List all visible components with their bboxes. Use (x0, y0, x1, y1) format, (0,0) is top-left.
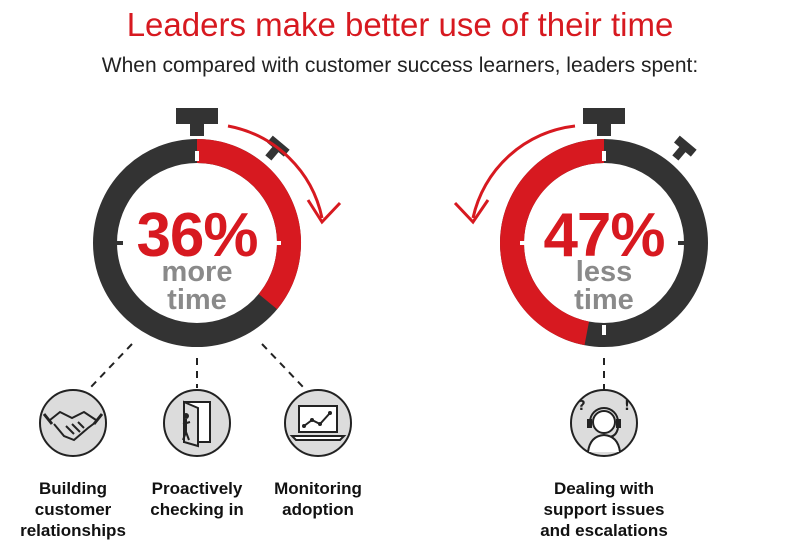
label-proactively-checking: Proactively checking in (137, 478, 257, 520)
left-word-time: time (167, 284, 227, 316)
right-ring-fill (500, 139, 605, 346)
label-building-line2: customer (34, 500, 112, 519)
right-stopwatch-button (583, 108, 625, 124)
label-checking-line1: Proactively (151, 479, 243, 498)
label-support-line1: Dealing with (553, 479, 655, 498)
label-monitoring-adoption: Monitoring adoption (258, 478, 378, 520)
label-building-line3: relationships (20, 521, 126, 540)
left-ring-fill (196, 139, 301, 310)
right-counterclockwise-arrow (471, 124, 576, 219)
right-stopwatch-stem (597, 122, 611, 136)
label-support-line2: support issues (543, 500, 665, 519)
laptop-chart-icon (284, 389, 352, 457)
door-icon (163, 389, 231, 457)
label-building-line1: Building (39, 479, 107, 498)
left-stopwatch-stem (190, 122, 204, 136)
right-percent: 47% (543, 201, 665, 270)
page-title: Leaders make better use of their time (126, 6, 674, 43)
support-agent-icon: ? ! (570, 389, 638, 457)
svg-text:?: ? (578, 399, 586, 414)
right-word-less: less (575, 256, 633, 288)
label-support-issues: Dealing with support issues and escalati… (529, 478, 679, 541)
left-percent: 36% (136, 201, 258, 270)
label-support-line3: and escalations (540, 521, 668, 540)
label-building-relationships: Building customer relationships (13, 478, 133, 541)
right-arrow-head (453, 199, 490, 225)
left-stopwatch (93, 108, 342, 347)
handshake-icon (39, 389, 107, 457)
left-stopwatch-button (176, 108, 218, 124)
right-stopwatch (453, 108, 708, 347)
svg-text:!: ! (624, 399, 630, 414)
label-checking-line2: checking in (150, 500, 244, 519)
left-word-more: more (161, 256, 233, 288)
label-monitoring-line1: Monitoring (274, 479, 362, 498)
connectors (89, 343, 605, 390)
left-arrow-head (306, 199, 342, 225)
left-ticks (113, 151, 281, 335)
right-word-time: time (574, 284, 634, 316)
right-ticks (520, 151, 688, 335)
page-subtitle: When compared with customer success lear… (101, 54, 699, 77)
left-clockwise-arrow (227, 124, 324, 219)
label-monitoring-line2: adoption (282, 500, 354, 519)
right-stopwatch-side-button (672, 135, 697, 161)
